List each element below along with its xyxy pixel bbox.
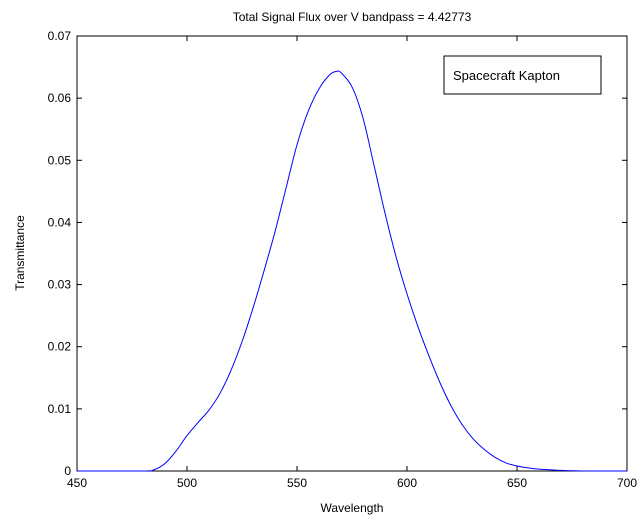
y-axis-label: Transmittance xyxy=(13,215,27,291)
legend-label-spacecraft-kapton: Spacecraft Kapton xyxy=(453,68,560,83)
x-tick-label: 650 xyxy=(507,476,527,490)
y-tick-label: 0.01 xyxy=(48,402,72,416)
chart-title: Total Signal Flux over V bandpass = 4.42… xyxy=(233,10,472,24)
y-tick-label: 0 xyxy=(64,464,71,478)
y-tick-label: 0.06 xyxy=(48,91,72,105)
y-tick-label: 0.03 xyxy=(48,278,72,292)
x-tick-label: 500 xyxy=(177,476,197,490)
legend: Spacecraft Kapton xyxy=(443,55,602,95)
y-tick-label: 0.07 xyxy=(48,29,72,43)
series-line-spacecraft-kapton xyxy=(77,70,627,472)
y-tick-label: 0.04 xyxy=(48,215,72,229)
y-tick-label: 0.02 xyxy=(48,340,72,354)
x-tick-label: 600 xyxy=(397,476,417,490)
x-axis: 450 500 550 600 650 700 xyxy=(67,36,637,490)
y-tick-label: 0.05 xyxy=(48,153,72,167)
x-axis-label: Wavelength xyxy=(321,501,384,515)
x-tick-label: 700 xyxy=(617,476,637,490)
legend-box xyxy=(443,55,602,95)
x-tick-label: 450 xyxy=(67,476,87,490)
plot-area xyxy=(76,35,628,472)
x-tick-label: 550 xyxy=(287,476,307,490)
